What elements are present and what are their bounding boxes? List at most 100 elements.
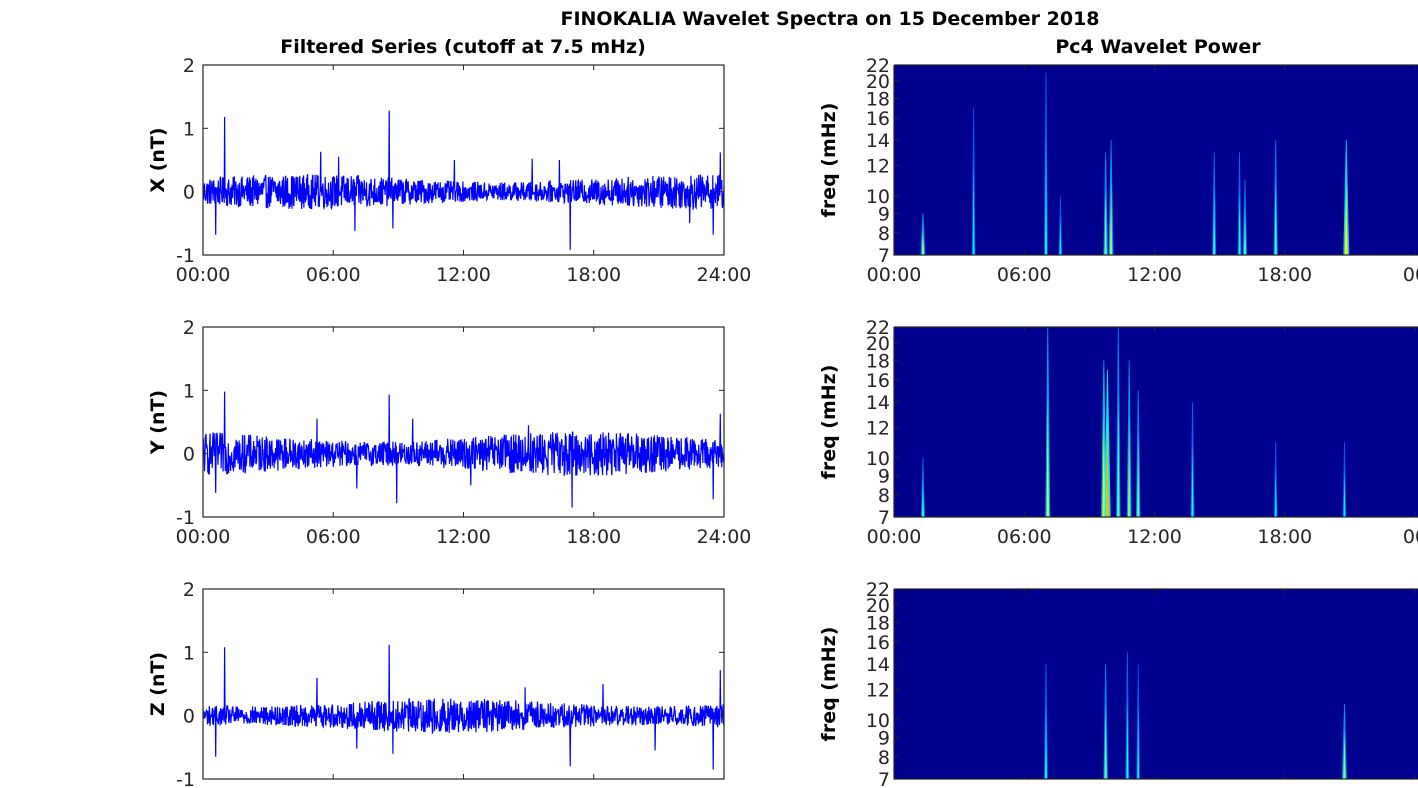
x-xtick-label-3: 18:00	[566, 264, 621, 286]
y-spectrogram-ylabel: freq (mHz)	[818, 365, 840, 480]
y-burst-core-2	[1102, 415, 1106, 517]
y-series-frame	[202, 326, 725, 518]
y-xtick-label-3: 18:00	[566, 526, 621, 548]
y-burst-core-6	[1137, 434, 1140, 517]
y-ytick-label-2: 1	[183, 380, 195, 402]
z-ftick-label-5: 14	[866, 654, 890, 676]
y-xtick-label-1: 06:00	[306, 526, 361, 548]
y-burst-core-5	[1127, 415, 1131, 517]
z-series-frame	[202, 588, 725, 780]
x-ftick-label-3: 10	[866, 186, 890, 208]
z-ftick-label-0: 7	[878, 769, 890, 788]
x-series-trace	[202, 110, 725, 250]
z-ytick-label-1: 0	[183, 706, 195, 728]
x-series-line	[202, 110, 725, 250]
y-series-trace	[202, 391, 725, 508]
z-series-ylabel: Z (nT)	[147, 652, 169, 716]
x-xtick-label-2: 12:00	[436, 264, 491, 286]
y-xtick-label-2: 12:00	[436, 526, 491, 548]
z-ftick-label-1: 8	[878, 747, 890, 769]
y-ftick-label-0: 7	[878, 507, 890, 529]
z-ftick-label-6: 16	[866, 632, 890, 654]
y-burst-core-9	[1343, 468, 1346, 517]
z-ftick-label-9: 22	[866, 579, 890, 601]
x-ytick-label-1: 0	[183, 182, 195, 204]
y-ytick-label-1: 0	[183, 444, 195, 466]
x-burst-core-1	[972, 159, 975, 255]
y-ftick-label-7: 18	[866, 350, 890, 372]
x-ftick-label-0: 7	[878, 245, 890, 267]
z-ytick-label-3: 2	[183, 579, 195, 601]
y-ftick-label-9: 22	[866, 317, 890, 339]
y-ftick-label-4: 12	[866, 418, 890, 440]
x-ftick-label-9: 22	[866, 55, 890, 77]
x-ftick-label-1: 8	[878, 223, 890, 245]
x-burst-core-2	[1045, 136, 1047, 255]
y-ftick-label-3: 10	[866, 448, 890, 470]
x-spectrogram-bursts	[920, 72, 1350, 255]
z-burst-core-3	[1137, 704, 1140, 779]
y-xtick-label-1: 06:00	[997, 526, 1052, 548]
y-ftick-label-2: 9	[878, 465, 890, 487]
x-ytick-label-3: 2	[183, 55, 195, 77]
y-burst-core-0	[921, 478, 924, 517]
z-spectrogram-bursts	[1044, 652, 1347, 779]
left-column-title: Filtered Series (cutoff at 7.5 mHz)	[280, 36, 646, 58]
x-series-frame	[202, 64, 725, 256]
x-ftick-label-5: 14	[866, 130, 890, 152]
y-xtick-label-3: 18:00	[1257, 526, 1312, 548]
y-series-ticks: 00:00 06:00 12:00 18:00 24:00 -1 0 1 2	[176, 317, 752, 548]
y-spectrogram-panel: 00:0006:0012:0018:000078910121416182022 …	[818, 317, 1418, 548]
x-xtick-label-1: 06:00	[306, 264, 361, 286]
y-burst-core-8	[1274, 468, 1277, 517]
y-xtick-label-4: 24:00	[697, 526, 752, 548]
y-series-ylabel: Y (nT)	[147, 390, 169, 455]
y-ytick-label-0: -1	[176, 507, 195, 529]
y-ytick-label-3: 2	[183, 317, 195, 339]
y-xtick-label-0: 00:00	[867, 526, 922, 548]
y-xtick-label-0: 00:00	[176, 526, 231, 548]
y-xtick-label-2: 12:00	[1127, 526, 1182, 548]
y-ftick-label-5: 14	[866, 392, 890, 414]
z-spectrogram-background	[894, 589, 1418, 779]
x-xtick-label-4: 24:00	[697, 264, 752, 286]
z-series-ticks: -1 0 1 2	[176, 579, 725, 788]
y-spectrogram-bursts	[920, 327, 1347, 517]
z-burst-core-1	[1104, 704, 1107, 779]
y-burst-core-7	[1191, 442, 1194, 517]
y-ftick-label-1: 8	[878, 485, 890, 507]
y-series-panel: 00:00 06:00 12:00 18:00 24:00 -1 0 1 2 Y (nT)	[147, 317, 751, 548]
x-burst-core-10	[1344, 180, 1348, 255]
z-series-trace	[202, 644, 725, 770]
x-series-ylabel: X (nT)	[147, 127, 169, 192]
z-ftick-label-8: 20	[866, 595, 890, 617]
x-burst-core-3	[1059, 216, 1062, 255]
x-xtick-label-4: 00	[1403, 264, 1418, 286]
y-burst-core-1	[1046, 393, 1050, 517]
y-series-line	[202, 391, 725, 508]
z-ytick-label-0: -1	[176, 769, 195, 788]
y-spectrogram-background	[894, 327, 1418, 517]
x-xtick-label-0: 00:00	[176, 264, 231, 286]
z-ftick-label-3: 10	[866, 710, 890, 732]
x-burst-core-5	[1109, 180, 1113, 255]
y-burst-core-3	[1105, 421, 1110, 517]
x-ftick-label-6: 16	[866, 108, 890, 130]
x-burst-core-8	[1243, 206, 1247, 255]
z-burst-core-2	[1126, 696, 1129, 779]
z-burst-core-0	[1045, 704, 1047, 779]
z-series-line	[202, 644, 725, 770]
z-series-panel: -1 0 1 2 Z (nT)	[147, 579, 725, 788]
z-ftick-label-4: 12	[866, 680, 890, 702]
x-ftick-label-2: 9	[878, 203, 890, 225]
x-ytick-label-2: 1	[183, 118, 195, 140]
x-ftick-label-7: 18	[866, 88, 890, 110]
x-burst-core-9	[1274, 180, 1277, 255]
x-burst-core-0	[921, 227, 925, 255]
z-burst-core-4	[1343, 730, 1346, 779]
x-ytick-label-0: -1	[176, 245, 195, 267]
